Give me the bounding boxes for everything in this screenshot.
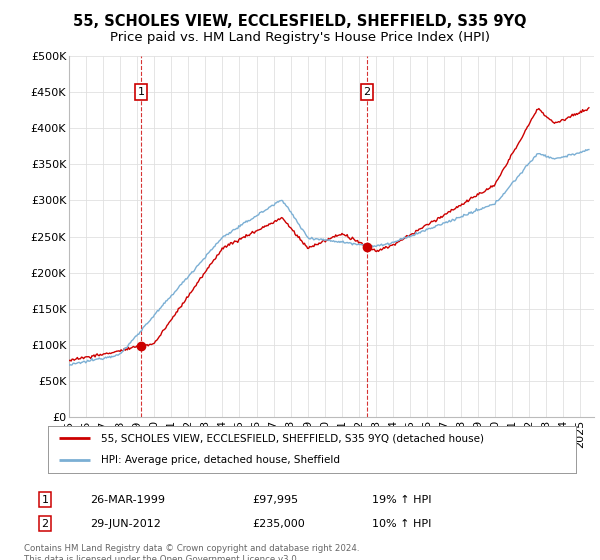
Text: 55, SCHOLES VIEW, ECCLESFIELD, SHEFFIELD, S35 9YQ: 55, SCHOLES VIEW, ECCLESFIELD, SHEFFIELD… — [73, 14, 527, 29]
Text: 29-JUN-2012: 29-JUN-2012 — [90, 519, 161, 529]
Text: £97,995: £97,995 — [252, 494, 298, 505]
Text: 2: 2 — [41, 519, 49, 529]
Text: 2: 2 — [364, 87, 371, 97]
Text: 1: 1 — [41, 494, 49, 505]
Text: Price paid vs. HM Land Registry's House Price Index (HPI): Price paid vs. HM Land Registry's House … — [110, 31, 490, 44]
Text: 55, SCHOLES VIEW, ECCLESFIELD, SHEFFIELD, S35 9YQ (detached house): 55, SCHOLES VIEW, ECCLESFIELD, SHEFFIELD… — [101, 433, 484, 444]
Text: 26-MAR-1999: 26-MAR-1999 — [90, 494, 165, 505]
Text: 19% ↑ HPI: 19% ↑ HPI — [372, 494, 431, 505]
Text: 1: 1 — [137, 87, 145, 97]
Text: HPI: Average price, detached house, Sheffield: HPI: Average price, detached house, Shef… — [101, 455, 340, 465]
Text: £235,000: £235,000 — [252, 519, 305, 529]
Text: 10% ↑ HPI: 10% ↑ HPI — [372, 519, 431, 529]
Text: Contains HM Land Registry data © Crown copyright and database right 2024.
This d: Contains HM Land Registry data © Crown c… — [24, 544, 359, 560]
